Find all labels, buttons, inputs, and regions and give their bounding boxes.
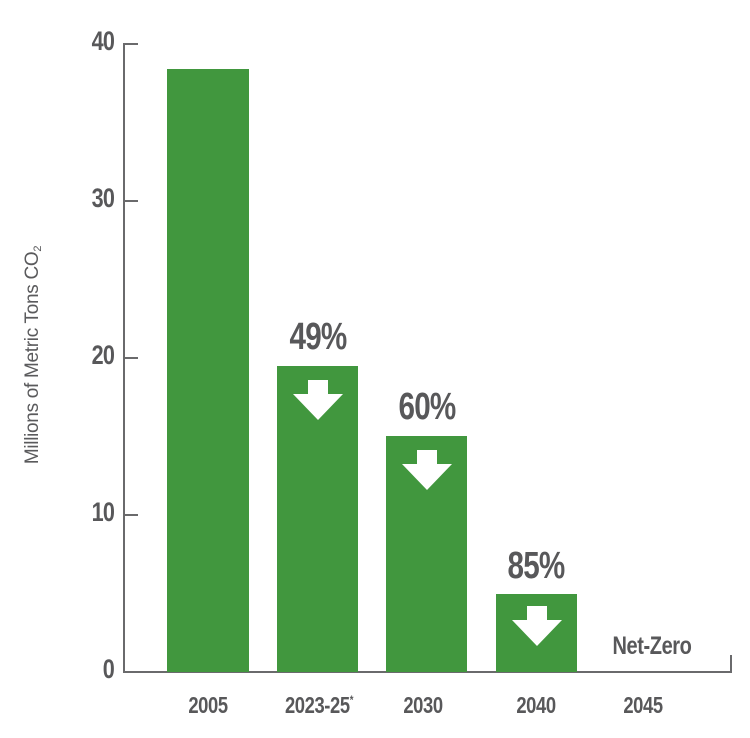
y-axis-title-subscript: 2 (32, 245, 44, 252)
y-tick-label: 0 (102, 654, 115, 684)
down-arrow-icon (401, 450, 452, 490)
reduction-label-2040: 85% (507, 545, 566, 587)
y-tick-30 (124, 200, 138, 202)
y-axis-title-text: Millions of Metric Tons CO (22, 251, 43, 465)
down-arrow-icon (292, 380, 343, 420)
x-category-label: 2040 (516, 692, 556, 718)
bar-2005 (167, 69, 249, 672)
y-tick-20 (124, 357, 138, 359)
x-axis-line (123, 671, 732, 673)
y-tick-label: 10 (91, 497, 115, 527)
y-tick-label: 20 (91, 340, 115, 370)
x-category-label: 2045 (623, 692, 663, 718)
y-tick-label: 40 (91, 26, 115, 56)
reduction-label-2023-25: 49% (289, 316, 348, 358)
bar-2023-25 (277, 366, 358, 672)
down-arrow-icon (511, 606, 562, 646)
y-axis-title: Millions of Metric Tons CO2 (22, 246, 44, 464)
bar-2030 (386, 436, 467, 672)
x-category-label: 2030 (403, 692, 443, 718)
y-tick-40 (124, 43, 138, 45)
x-axis-end-tick (730, 655, 732, 673)
x-category-label: 2023-25* (284, 692, 354, 718)
x-category-label: 2005 (188, 692, 228, 718)
net-zero-label: Net-Zero (612, 632, 692, 660)
y-tick-10 (124, 514, 138, 516)
reduction-label-2030: 60% (398, 386, 457, 428)
y-tick-label: 30 (91, 183, 115, 213)
bar-2040 (496, 594, 577, 672)
